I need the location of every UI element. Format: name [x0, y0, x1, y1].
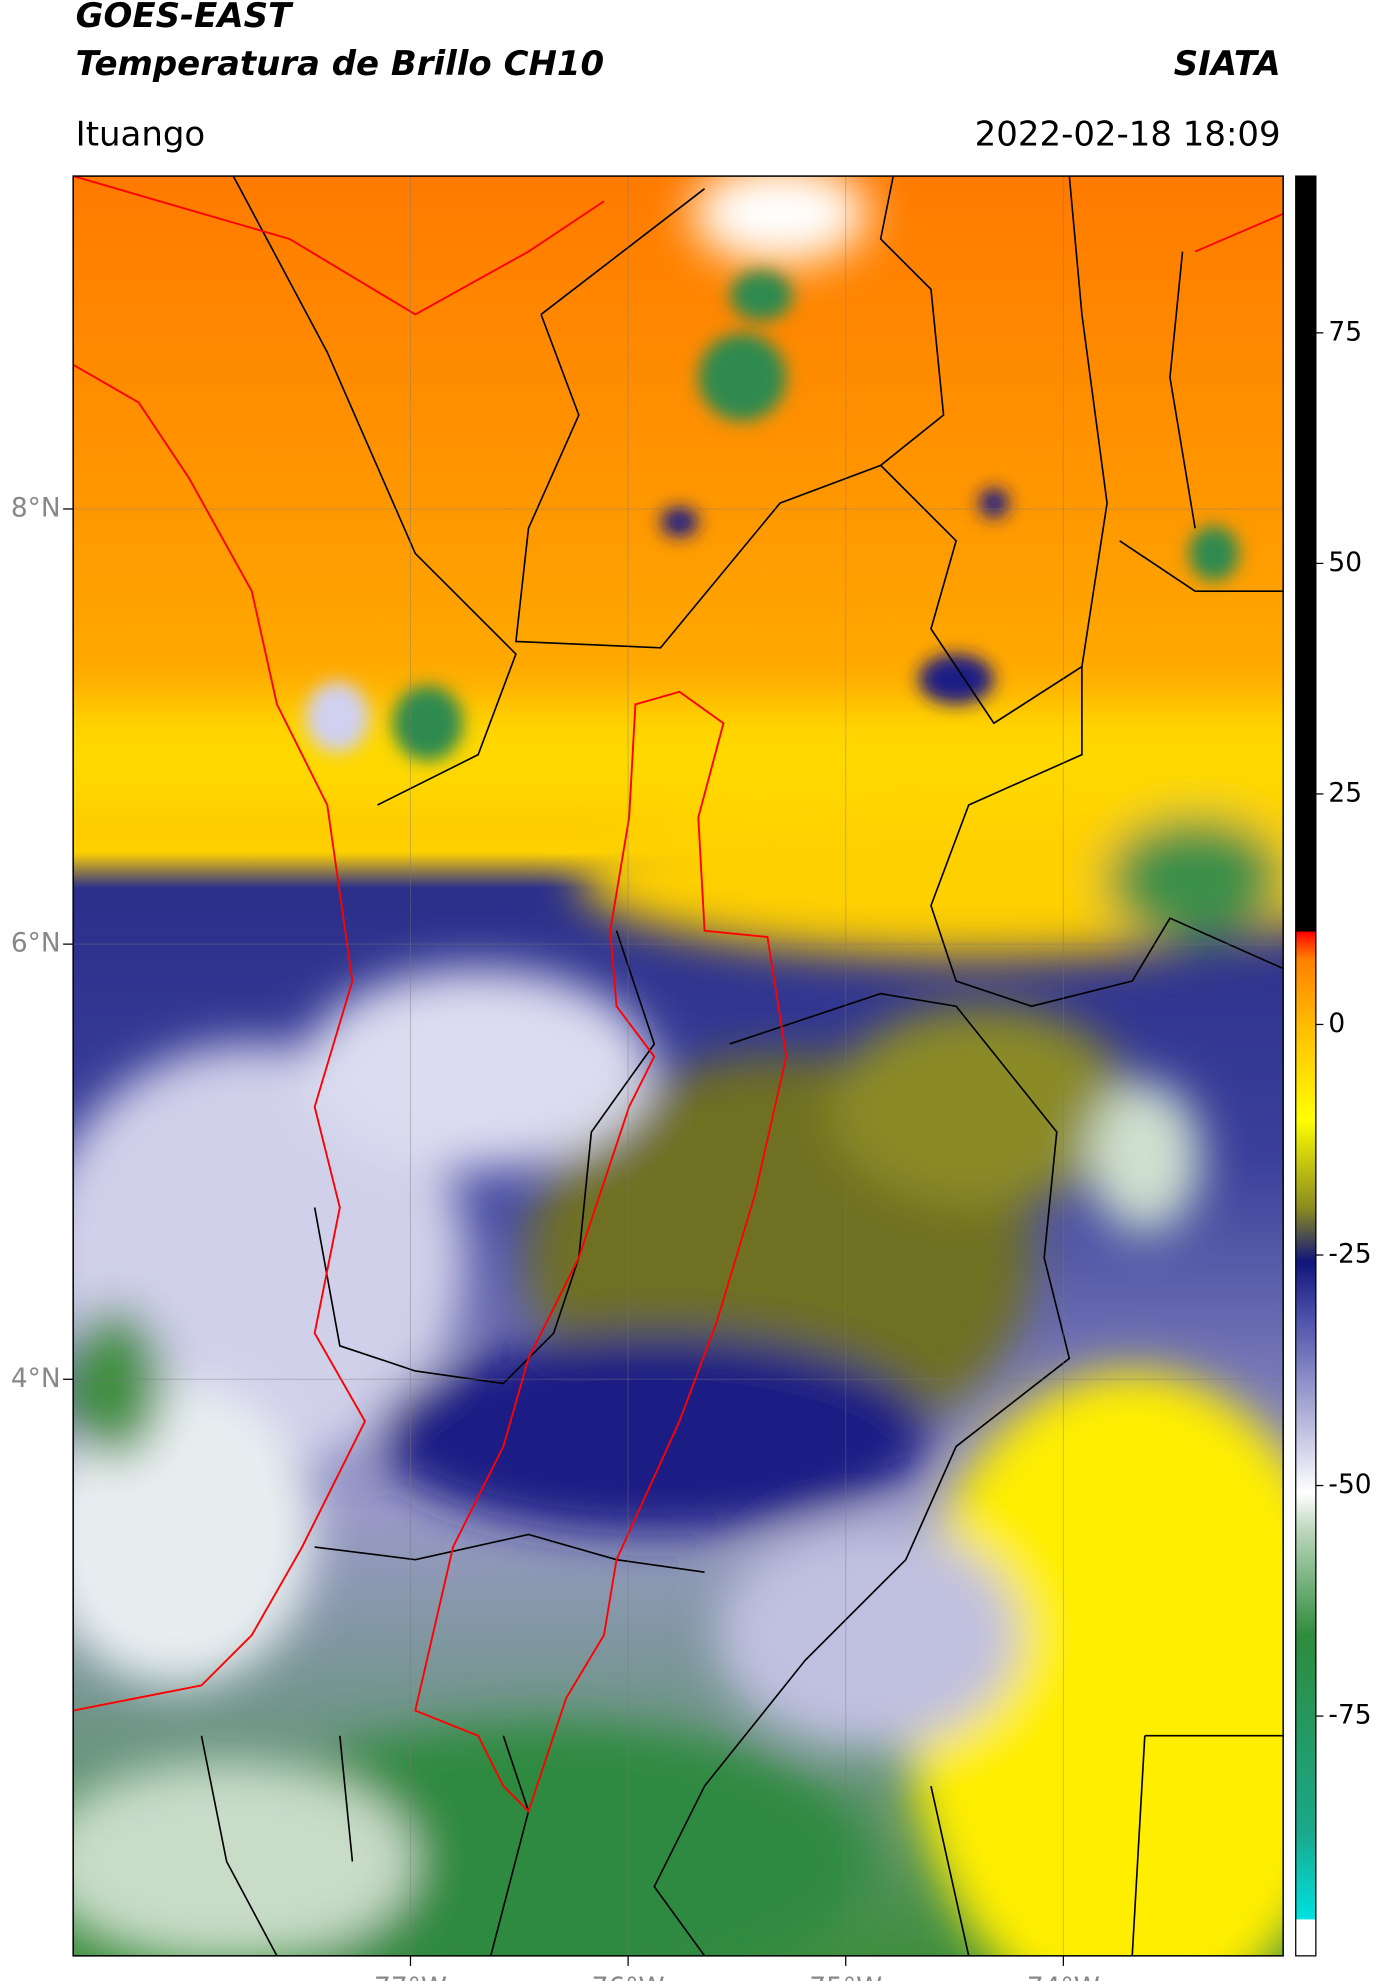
x-tick-label: 76°W: [592, 1972, 665, 1981]
satellite: GOES-EAST: [76, 0, 294, 36]
y-tick-label: 4°N: [11, 1363, 61, 1394]
y-tick-label: 6°N: [11, 928, 61, 959]
y-tick-label: 8°N: [11, 492, 61, 523]
x-tick-label: 77°W: [374, 1972, 447, 1981]
product: Temperatura de Brillo CH10: [76, 44, 604, 84]
x-tick-label: 75°W: [809, 1972, 882, 1981]
colorbar-tick-label: 0: [1328, 1008, 1345, 1039]
location: Ituango: [76, 114, 206, 154]
colorbar: [1295, 175, 1317, 1957]
colorbar-tick-label: -50: [1328, 1469, 1371, 1500]
satellite-image: [73, 176, 1284, 1956]
colorbar-tick-label: 50: [1328, 547, 1362, 578]
x-tick-label: 74°W: [1027, 1972, 1100, 1981]
datetime: 2022-02-18 18:09: [975, 114, 1281, 154]
colorbar-tick-label: 75: [1328, 316, 1362, 347]
map-frame: [72, 175, 1284, 1957]
source: SIATA: [1174, 44, 1281, 84]
colorbar-tick-label: 25: [1328, 777, 1362, 808]
graticule: [73, 176, 1284, 1956]
colorbar-tick-label: -25: [1328, 1239, 1371, 1270]
colorbar-tick-label: -75: [1328, 1700, 1371, 1731]
